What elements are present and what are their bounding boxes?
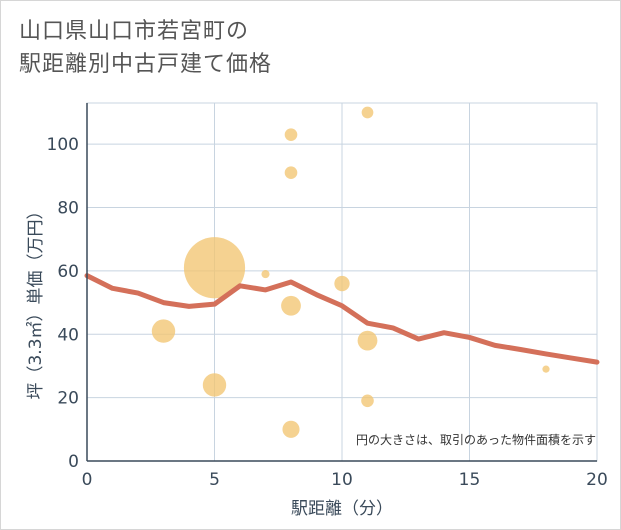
data-bubble [284, 166, 298, 179]
y-tick-label: 80 [57, 199, 79, 219]
data-bubble [183, 237, 246, 299]
data-bubble [361, 394, 374, 408]
chart-title: 山口県山口市若宮町の 駅距離別中古戸建て価格 [19, 15, 272, 81]
data-bubble [284, 128, 298, 141]
data-bubble [282, 420, 300, 438]
chart-title-line-2: 駅距離別中古戸建て価格 [19, 52, 273, 77]
x-tick-label: 15 [459, 470, 481, 490]
y-tick-label: 100 [47, 135, 79, 155]
x-tick-label: 5 [209, 470, 220, 490]
chart-title-line-1: 山口県山口市若宮町の [19, 19, 250, 44]
data-bubble [151, 319, 176, 343]
data-bubble [202, 373, 227, 397]
data-bubble [334, 275, 350, 292]
y-tick-label: 40 [57, 325, 79, 345]
y-tick-label: 20 [57, 389, 79, 409]
bubble-series [151, 106, 550, 438]
data-bubble [361, 106, 374, 119]
y-tick-label: 60 [57, 262, 79, 282]
trend-line [84, 273, 600, 365]
data-bubble [261, 270, 270, 279]
x-tick-label: 10 [331, 470, 353, 490]
data-bubble [281, 295, 301, 316]
x-tick-label: 20 [586, 470, 608, 490]
size-annotation: 円の大きさは、取引のあった物件面積を示す [356, 432, 596, 447]
y-tick-label: 0 [68, 452, 79, 472]
trend-series [84, 273, 600, 365]
y-axis-label: 坪（3.3㎡）単価（万円） [26, 202, 46, 399]
x-axis-label: 駅距離（分） [291, 499, 393, 519]
data-bubble [542, 365, 550, 373]
axes [86, 103, 597, 462]
data-bubble [357, 330, 378, 351]
tick-labels: 0 20 40 60 80 100 0 5 10 15 20 [47, 135, 608, 490]
x-tick-label: 0 [82, 470, 93, 490]
